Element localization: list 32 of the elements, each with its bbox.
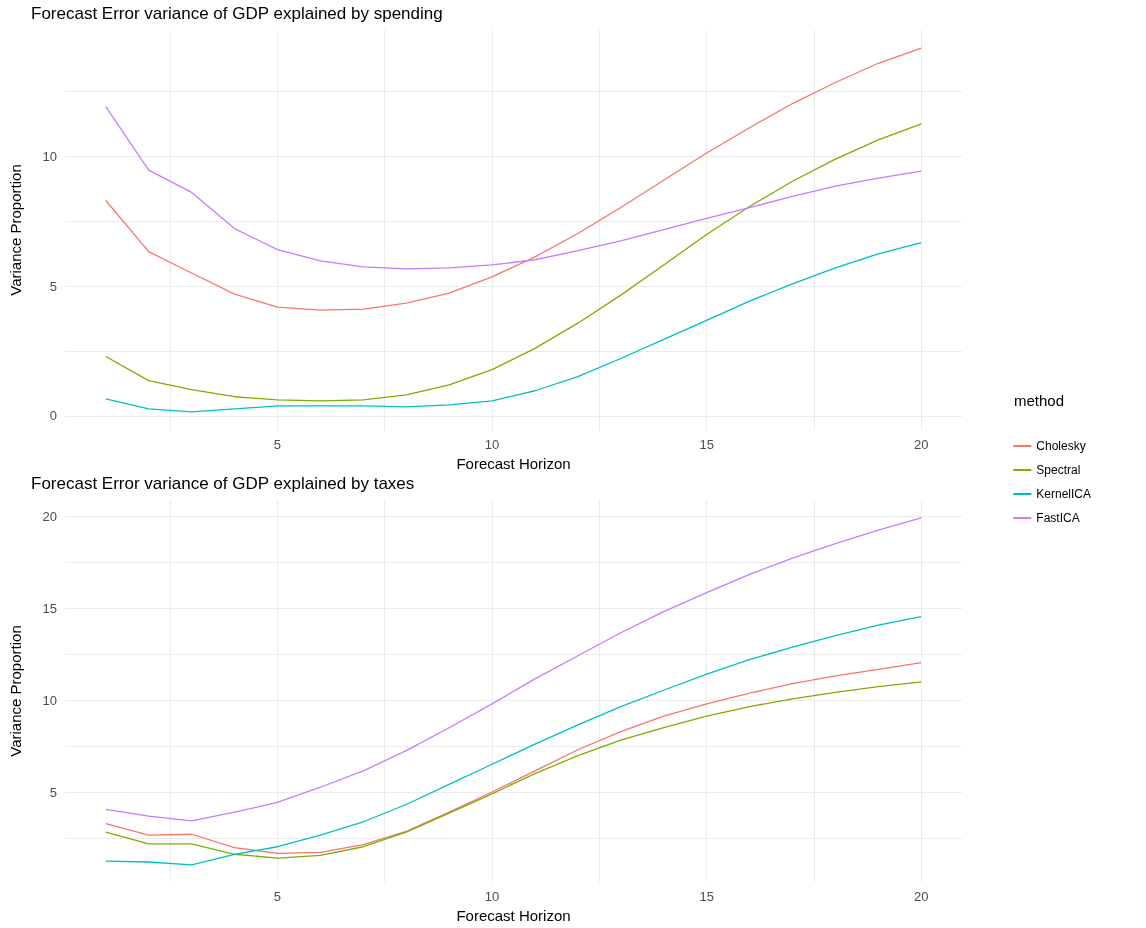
legend-label: KernelICA (1036, 487, 1092, 501)
y-axis-title: Variance Proportion (7, 625, 24, 757)
x-tick-label: 20 (913, 889, 929, 904)
x-tick-label: 5 (273, 889, 282, 904)
y-axis-title: Variance Proportion (7, 164, 24, 296)
legend-label: FastICA (1036, 511, 1080, 525)
legend-title: method (1013, 392, 1065, 409)
y-tick-label: 5 (49, 784, 57, 800)
line-series (105, 517, 922, 822)
x-axis-title: Forecast Horizon (456, 907, 571, 924)
y-tick-label: 10 (42, 148, 57, 164)
x-tick-label: 15 (699, 437, 714, 452)
x-axis-title: Forecast Horizon (456, 455, 571, 472)
line-series (105, 241, 922, 413)
y-tick-label: 20 (42, 509, 57, 525)
x-tick-label: 15 (699, 889, 714, 904)
line-series (105, 47, 922, 311)
x-tick-label: 10 (484, 889, 500, 904)
y-tick-label: 15 (42, 600, 57, 616)
y-tick-label: 10 (42, 692, 57, 708)
line-series (105, 123, 922, 402)
legend-label: Cholesky (1036, 439, 1086, 453)
chart-title: Forecast Error variance of GDP explained by taxes (31, 474, 415, 493)
legend-label: Spectral (1036, 463, 1081, 477)
x-tick-label: 10 (484, 437, 500, 452)
line-series (105, 106, 922, 270)
chart-title: Forecast Error variance of GDP explained by spending (31, 4, 443, 23)
y-tick-label: 5 (49, 278, 57, 294)
x-tick-label: 5 (273, 437, 282, 452)
y-tick-label: 0 (49, 408, 57, 424)
line-series (105, 615, 922, 866)
x-tick-label: 20 (913, 437, 929, 452)
